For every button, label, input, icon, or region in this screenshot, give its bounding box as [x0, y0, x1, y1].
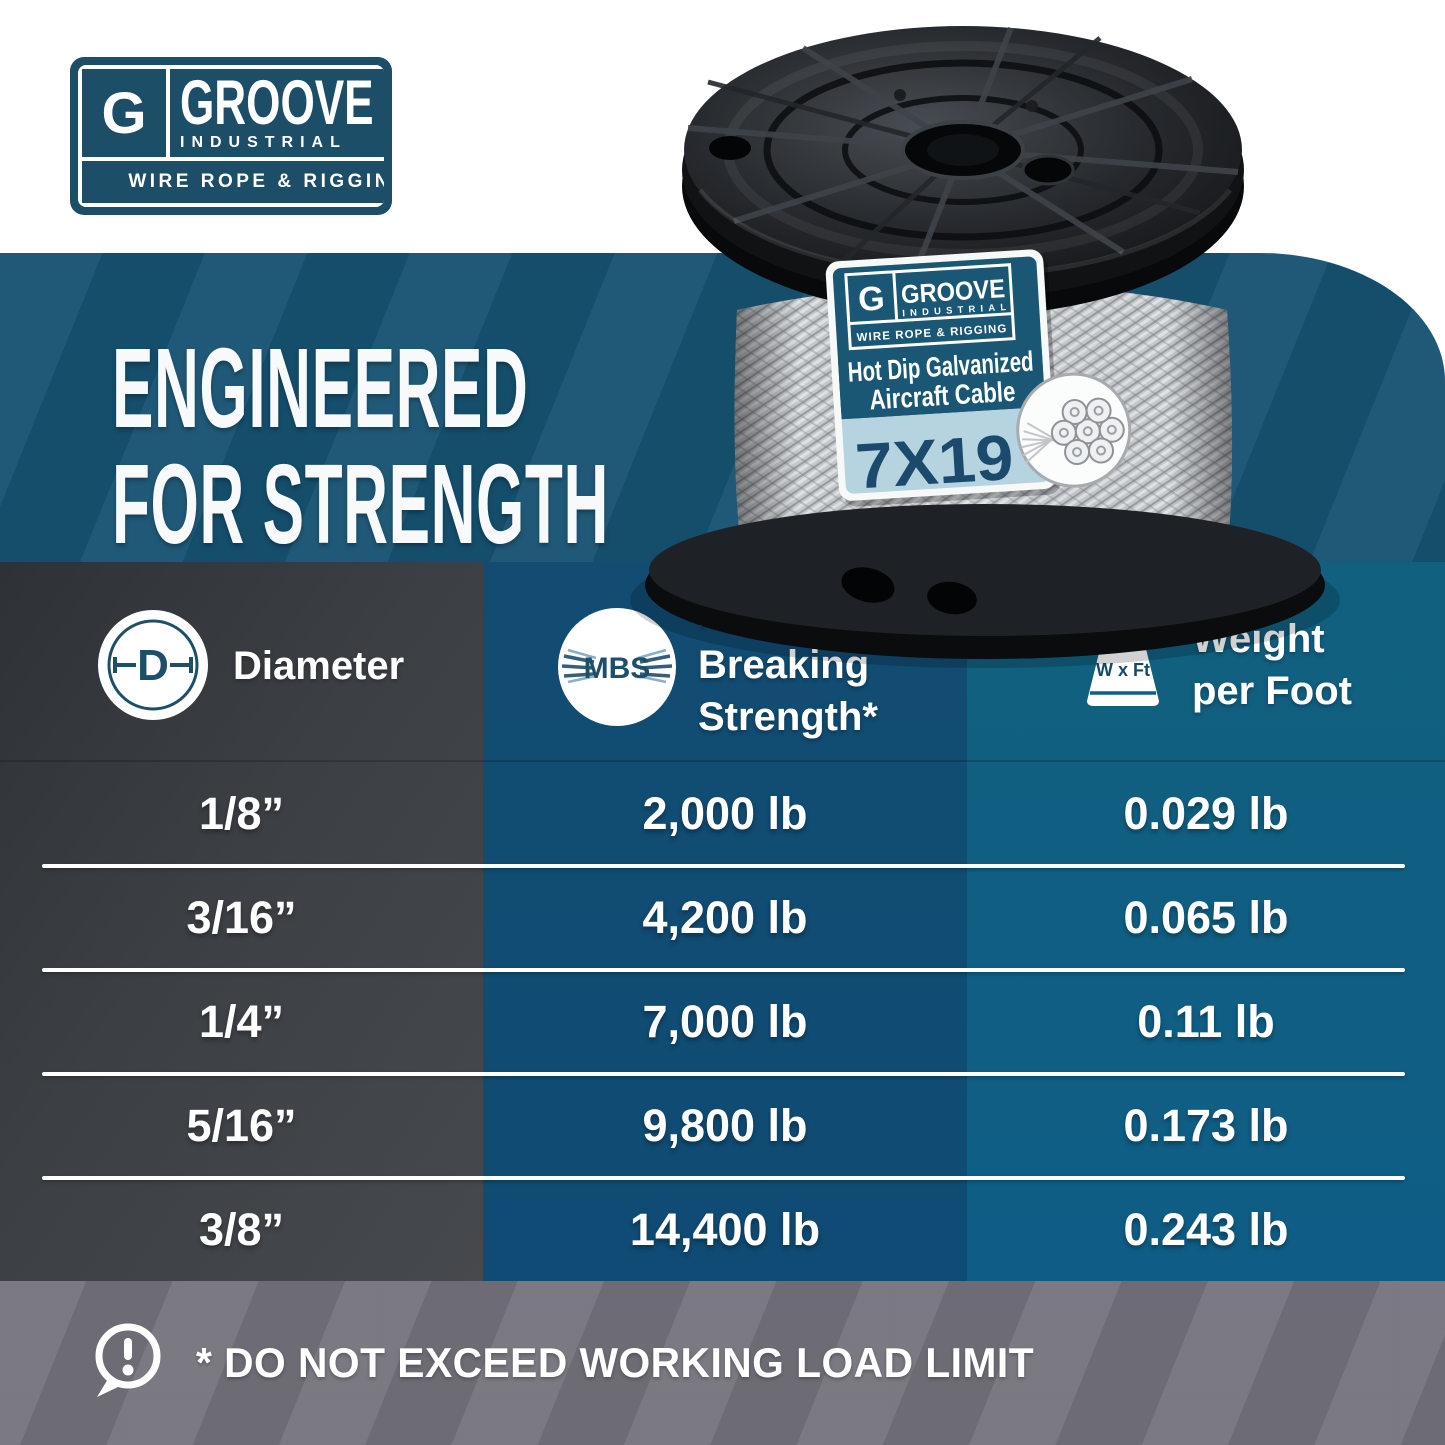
cell-strength: 4,200 lb — [642, 892, 808, 943]
spool-bottom-flange — [645, 504, 1325, 659]
cell-weight: 0.243 lb — [1123, 1204, 1289, 1255]
diameter-icon: D — [98, 610, 208, 720]
cable-spool-photo: G GROOVE INDUSTRIAL WIRE ROPE & RIGGING … — [630, 26, 1340, 668]
header-row-seam — [0, 760, 1445, 762]
brand-logo: G GROOVE INDUSTRIAL WIRE ROPE & RIGGING — [70, 57, 392, 215]
brand-g-icon: G — [82, 69, 166, 157]
brand-tagline: WIRE ROPE & RIGGING — [82, 161, 384, 203]
cell-diameter: 3/16” — [186, 892, 297, 943]
brand-name: GROOVE — [180, 67, 374, 138]
hero-heading: ENGINEERED FOR STRENGTH — [112, 330, 609, 562]
label-brand-name: GROOVE — [900, 273, 1006, 309]
table-row: 3/16” 4,200 lb 0.065 lb — [0, 866, 1445, 970]
spool-label: G GROOVE INDUSTRIAL WIRE ROPE & RIGGING … — [825, 249, 1132, 507]
table-row: 3/8” 14,400 lb 0.243 lb — [0, 1178, 1445, 1282]
cell-weight: 0.11 lb — [1137, 996, 1275, 1047]
cell-diameter: 5/16” — [186, 1100, 297, 1151]
footer-warning-bar: * DO NOT EXCEED WORKING LOAD LIMIT — [0, 1281, 1445, 1445]
cell-strength: 2,000 lb — [642, 788, 808, 839]
cell-diameter: 1/4” — [198, 996, 285, 1047]
row-divider — [42, 968, 1405, 972]
row-divider — [42, 864, 1405, 868]
table-row: 1/8” 2,000 lb 0.029 lb — [0, 762, 1445, 866]
cell-weight: 0.065 lb — [1123, 892, 1289, 943]
diameter-icon-letter: D — [137, 641, 169, 690]
label-construction: 7X19 — [853, 421, 1015, 503]
spool-top-flange — [682, 26, 1244, 316]
cell-strength: 7,000 lb — [642, 996, 808, 1047]
cell-weight: 0.029 lb — [1123, 788, 1289, 839]
cell-strength: 14,400 lb — [629, 1204, 821, 1255]
cell-strength: 9,800 lb — [642, 1100, 808, 1151]
mbs-icon-text: MBS — [584, 652, 651, 685]
brand-sub: INDUSTRIAL — [180, 133, 347, 151]
weight-icon-text: W x Ft — [1096, 660, 1150, 680]
hero-heading-line1: ENGINEERED — [112, 325, 529, 451]
cell-weight: 0.173 lb — [1123, 1100, 1289, 1151]
table-row: 1/4” 7,000 lb 0.11 lb — [0, 970, 1445, 1074]
row-divider — [42, 1072, 1405, 1076]
cell-diameter: 1/8” — [198, 788, 285, 839]
cell-diameter: 3/8” — [198, 1204, 285, 1255]
table-row: 5/16” 9,800 lb 0.173 lb — [0, 1074, 1445, 1178]
warning-icon — [95, 1323, 161, 1397]
hero-heading-line2: FOR STRENGTH — [112, 441, 609, 567]
mbs-icon: MBS — [558, 608, 676, 726]
weight-column-bg — [967, 562, 1445, 1281]
column-header-diameter: Diameter — [233, 644, 405, 688]
warning-text: * DO NOT EXCEED WORKING LOAD LIMIT — [196, 1339, 1035, 1386]
row-divider — [42, 1176, 1405, 1180]
cable-cross-section-icon — [1016, 372, 1132, 488]
label-brand-g-icon: G — [857, 279, 886, 319]
diameter-column-bg — [0, 562, 483, 1281]
